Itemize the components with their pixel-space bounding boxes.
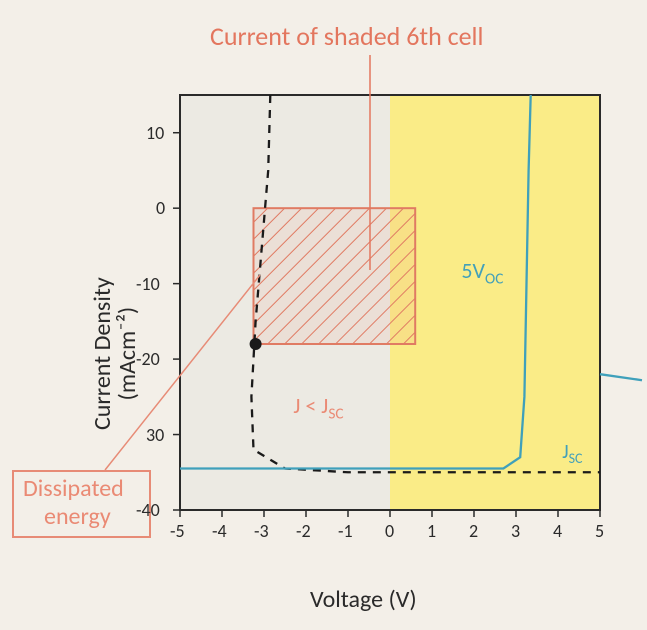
y-tick: 0 [156,197,165,219]
y-tick: -10 [136,273,160,295]
y-tick: -20 [136,348,160,370]
x-tick: -5 [170,520,185,542]
y-axis-title: Current Density(mAcm⁻²) [90,277,140,430]
jsc-label: JSC [562,440,582,467]
x-tick: -3 [254,520,269,542]
y-tick: 10 [146,122,164,144]
x-tick: -4 [212,520,227,542]
x-tick: -2 [296,520,311,542]
dissipated-label-1: Dissipated [23,474,124,503]
x-tick: -1 [338,520,353,542]
y-tick: -40 [136,499,160,521]
x-tick: 4 [553,520,562,542]
x-axis-title: Voltage (V) [310,585,417,614]
x-tick: 2 [469,520,478,542]
chart-container: { "figure": { "type": "line", "width_px"… [0,0,647,630]
chart-title: Current of shaded 6th cell [210,20,483,52]
x-tick: 3 [511,520,520,542]
x-tick: 1 [427,520,436,542]
j-less-than-jsc-label: J < JSC [293,392,343,423]
dissipated-label-2: energy [44,502,111,531]
five-voc-label: 5VOC [461,257,503,288]
y-tick: 30 [146,424,164,446]
x-tick: 5 [595,520,604,542]
x-tick: 0 [385,520,394,542]
